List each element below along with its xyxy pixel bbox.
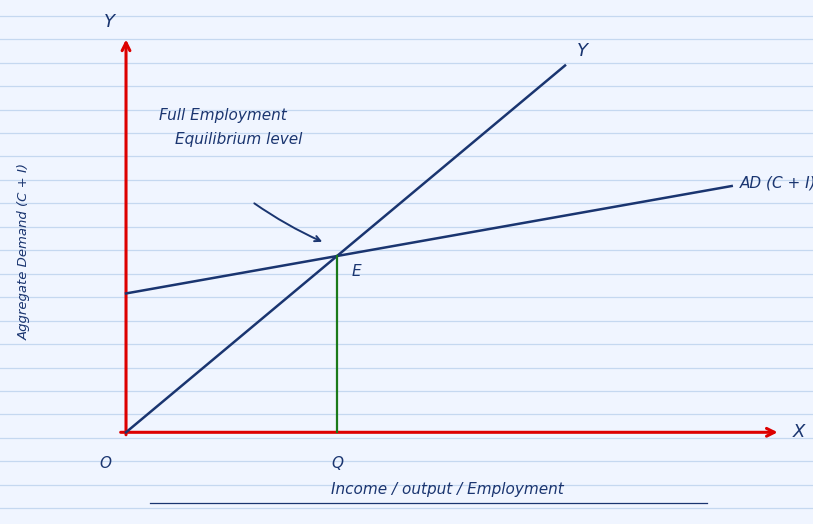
Text: O: O <box>100 456 111 471</box>
Text: Y: Y <box>104 14 115 31</box>
Text: Income / output / Employment: Income / output / Employment <box>331 483 563 497</box>
Text: Equilibrium level: Equilibrium level <box>175 132 302 147</box>
Text: Y: Y <box>577 42 589 60</box>
Text: Q: Q <box>331 456 343 471</box>
Text: X: X <box>793 423 805 441</box>
Text: Aggregate Demand (C + I): Aggregate Demand (C + I) <box>18 163 31 340</box>
Text: AD (C + I): AD (C + I) <box>740 176 813 191</box>
Text: E: E <box>352 264 361 279</box>
Text: Full Employment: Full Employment <box>159 108 286 123</box>
